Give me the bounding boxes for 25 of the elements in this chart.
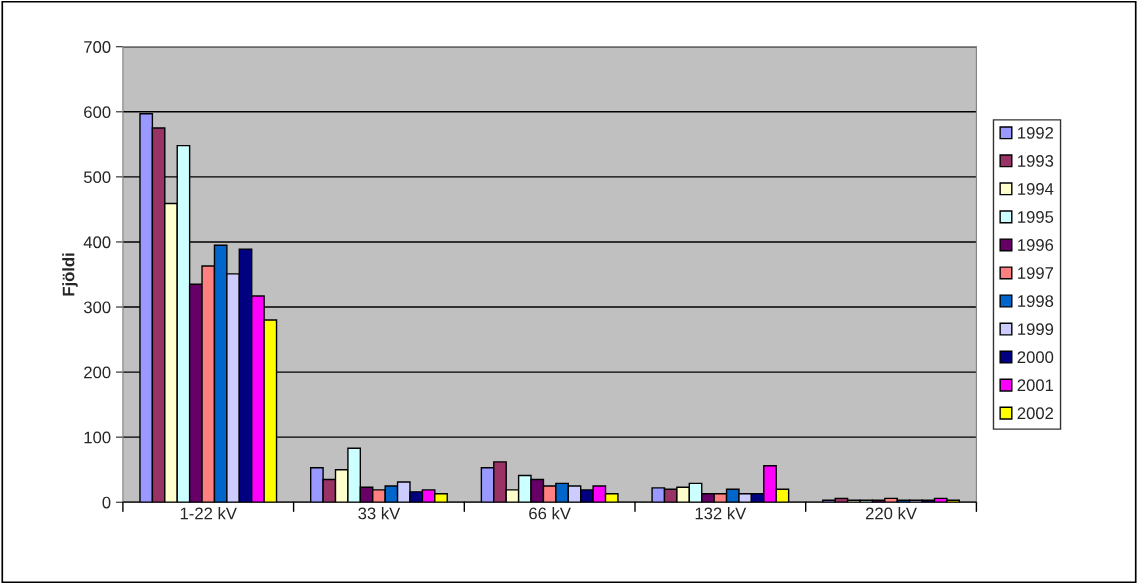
y-tick-label: 200 [84,366,111,379]
legend-label: 1999 [1018,323,1054,336]
x-tick-label: 220 kV [865,507,917,520]
legend-label: 1994 [1018,183,1054,195]
x-tick-label: 66 kV [529,507,571,520]
y-tick-label: 0 [102,496,111,509]
x-tick-label: 1-22 kV [180,507,237,520]
y-tick-label: 500 [83,171,111,184]
legend-label: 1996 [1018,239,1054,251]
y-axis-title: Fjöldi [62,253,78,296]
x-tick-label: 132 kV [695,507,747,520]
legend-label: 1993 [1018,155,1054,167]
legend-label: 1998 [1018,295,1054,307]
y-tick-label: 700 [84,41,111,53]
y-tick-label: 400 [83,236,111,249]
legend-label: 2000 [1017,351,1054,364]
legend-label: 2001 [1017,379,1054,392]
y-tick-label: 300 [83,301,111,314]
y-tick-label: 100 [84,431,111,444]
legend-label: 1995 [1018,211,1054,223]
y-tick-label: 600 [84,106,111,118]
x-tick-label: 33 kV [358,507,401,520]
legend-label: 2002 [1017,407,1054,420]
legend-label: 1997 [1018,267,1054,279]
legend-label: 1992 [1018,126,1054,139]
